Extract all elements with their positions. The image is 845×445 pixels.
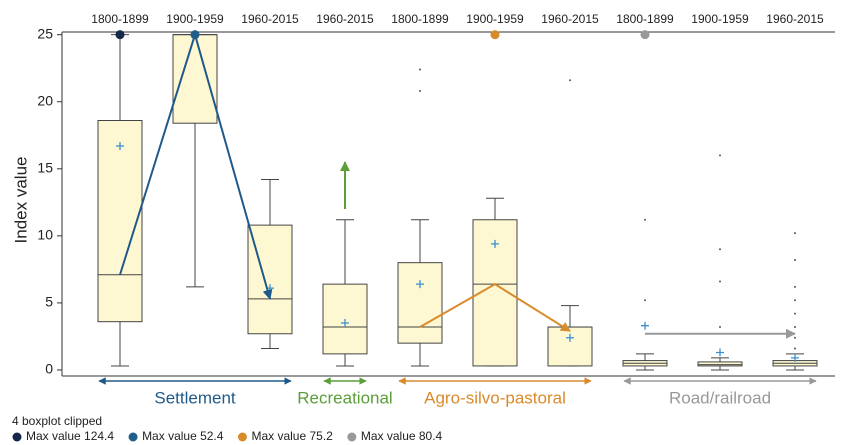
outlier [719, 326, 721, 329]
legend-label: Max value 75.2 [251, 429, 333, 443]
trend-arrow [119, 31, 273, 300]
outlier [644, 218, 646, 221]
category-label: 1960-2015 [316, 12, 374, 26]
legend-dot [347, 432, 357, 442]
box [97, 120, 143, 323]
y-tick-label: 15 [37, 159, 53, 175]
legend-label: Max value 80.4 [361, 429, 443, 443]
category-label: 1900-1959 [466, 12, 524, 26]
outlier [719, 248, 721, 251]
legend-label: Max value 52.4 [142, 429, 224, 443]
trend-arrow [419, 282, 571, 332]
outlier [794, 312, 796, 315]
group-label: Settlement [154, 388, 236, 407]
outlier [794, 285, 796, 288]
y-tick-label: 5 [45, 294, 53, 310]
mean-marker [641, 321, 649, 330]
mean-marker [716, 348, 724, 357]
box [247, 224, 293, 335]
legend-label: Max value 124.4 [26, 429, 114, 443]
category-label: 1900-1959 [691, 12, 749, 26]
outlier [419, 68, 421, 71]
clipped-dot [490, 30, 500, 40]
legend-dot [237, 432, 247, 442]
category-label: 1960-2015 [541, 12, 599, 26]
box [697, 361, 743, 367]
category-label: 1800-1899 [616, 12, 674, 26]
outlier [719, 154, 721, 157]
legend-dot [12, 432, 22, 442]
outlier [794, 232, 796, 235]
category-label: 1800-1899 [391, 12, 449, 26]
category-label: 1800-1899 [91, 12, 149, 26]
mean-marker [566, 333, 574, 342]
outlier [419, 90, 421, 93]
mean-marker [341, 319, 349, 328]
clipped-note: 4 boxplot clipped [12, 414, 102, 428]
y-tick-label: 0 [45, 361, 53, 377]
category-label: 1960-2015 [241, 12, 299, 26]
outlier [569, 79, 571, 82]
group-label: Recreational [297, 388, 392, 407]
y-axis-label: Index value [11, 157, 30, 244]
mean-marker [116, 141, 124, 150]
mean-marker [791, 353, 799, 362]
outlier [794, 336, 796, 339]
outlier [794, 258, 796, 261]
mean-marker [416, 280, 424, 289]
y-tick-label: 25 [37, 25, 53, 41]
mean-marker [491, 239, 499, 248]
clipped-dot [115, 30, 125, 40]
outlier [794, 326, 796, 329]
category-label: 1900-1959 [166, 12, 224, 26]
group-label: Agro-silvo-pastoral [424, 388, 566, 407]
legend-dot [128, 432, 138, 442]
outlier [794, 347, 796, 350]
y-tick-label: 10 [37, 227, 53, 243]
box [322, 283, 368, 355]
clipped-dot [640, 30, 650, 40]
category-label: 1960-2015 [766, 12, 824, 26]
box [547, 326, 593, 367]
group-label: Road/railroad [669, 388, 771, 407]
y-tick-label: 20 [37, 92, 53, 108]
box [172, 34, 218, 124]
outlier [644, 299, 646, 302]
outlier [719, 280, 721, 283]
outlier [794, 299, 796, 302]
box [397, 262, 443, 344]
